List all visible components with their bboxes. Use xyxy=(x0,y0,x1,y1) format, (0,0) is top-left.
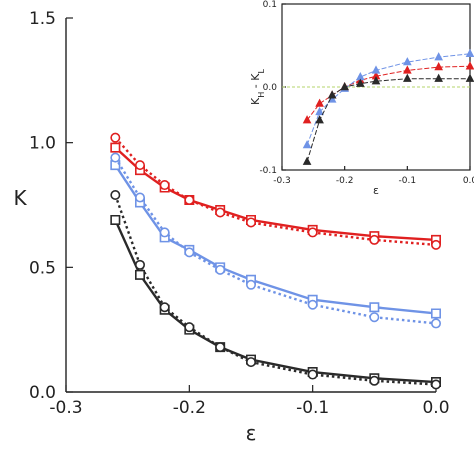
main-x-tick-label: 0.0 xyxy=(422,398,449,418)
inset-series-0-point xyxy=(434,62,443,71)
main-series-5-point xyxy=(307,369,318,380)
main-series-1-point xyxy=(135,160,146,171)
main-y-tick-label: 1.5 xyxy=(29,9,56,29)
main-series-1-point xyxy=(307,227,318,238)
main-series-3-point xyxy=(159,227,170,238)
main-x-tick-label: -0.3 xyxy=(49,398,82,418)
inset-series-0-point xyxy=(403,65,412,74)
inset-y-tick-label: -0.1 xyxy=(259,166,277,176)
main-series-1-point xyxy=(110,132,121,143)
main-series-4-line xyxy=(114,219,437,384)
main-series-1-point xyxy=(215,207,226,218)
inset-series-2-point xyxy=(327,90,337,99)
main-series-3-point xyxy=(184,247,195,258)
main-y-tick-label: 0.0 xyxy=(29,383,56,403)
main-series-5-point xyxy=(159,302,170,313)
main-series-1-point xyxy=(369,234,380,245)
main-series-5-point xyxy=(430,379,441,390)
main-series-3-line xyxy=(114,156,437,325)
inset-x-tick-label: -0.2 xyxy=(336,176,354,186)
main-series-5-line xyxy=(114,194,437,386)
main-series-3-point xyxy=(369,312,380,323)
main-series-5-point xyxy=(184,322,195,333)
inset-frame xyxy=(281,3,471,171)
inset-series-2-point xyxy=(340,81,349,91)
inset-series-1-point xyxy=(315,106,324,116)
inset-series-1-point xyxy=(302,140,312,149)
inset-series-2-point xyxy=(356,78,365,87)
main-series-4-point xyxy=(110,214,121,225)
main-series-0-point xyxy=(110,142,121,153)
main-series-4-point xyxy=(135,269,145,280)
inset-series-2-point xyxy=(465,73,474,82)
main-panel: -0.3 -0.2 -0.1 0.0 0.0 0.5 1.0 1.5 ε K xyxy=(13,9,449,445)
main-series-5-point xyxy=(369,375,380,386)
inset-series-1-point xyxy=(371,65,381,74)
inset-series-0-point xyxy=(315,98,324,107)
inset-x-tick-label: -0.1 xyxy=(399,176,417,186)
inset-series-1-point xyxy=(465,48,474,57)
main-x-axis-title: ε xyxy=(246,421,257,445)
main-y-tick-label: 0.5 xyxy=(29,258,56,278)
inset-series-2-point xyxy=(434,73,443,82)
main-series-1-point xyxy=(430,239,441,250)
main-series-3-point xyxy=(110,152,121,163)
inset-x-tick-label: 0.0 xyxy=(463,176,474,186)
inset-series-0-point xyxy=(302,115,312,124)
main-series-5-point xyxy=(215,342,226,353)
main-series-5-point xyxy=(246,357,257,368)
inset-series-2-point xyxy=(371,76,381,85)
inset-x-tick-label: -0.3 xyxy=(273,176,291,186)
main-series-5-point xyxy=(135,259,146,270)
inset-series-2-point xyxy=(302,156,312,165)
main-series-3-point xyxy=(246,279,257,290)
main-series-2-point xyxy=(431,308,441,319)
main-series-2-point xyxy=(369,302,380,313)
main-series-3-point xyxy=(430,318,441,329)
inset-x-axis-title: ε xyxy=(373,184,379,197)
main-series-1-point xyxy=(159,180,170,191)
main-series-5-point xyxy=(110,190,121,201)
inset-y-tick-label: 0.0 xyxy=(263,83,278,93)
inset-y-tick-label: 0.1 xyxy=(263,0,277,10)
main-series-3-point xyxy=(215,264,226,275)
main-series-1-point xyxy=(184,195,195,206)
main-series-3-point xyxy=(135,192,146,203)
main-series-1-point xyxy=(246,217,257,228)
inset-series-2-point xyxy=(315,115,324,124)
inset-series-1-point xyxy=(403,57,412,66)
inset-series-1-point xyxy=(434,52,443,61)
main-y-tick-label: 1.0 xyxy=(29,134,56,154)
main-y-axis-title: K xyxy=(13,186,27,210)
main-series-3-point xyxy=(307,299,318,310)
inset-y-axis-title: KH - KL xyxy=(249,69,266,105)
main-x-tick-label: -0.1 xyxy=(296,398,329,418)
inset-series-0-point xyxy=(465,61,474,70)
main-x-tick-label: -0.2 xyxy=(173,398,206,418)
inset-panel: -0.3 -0.2 -0.1 0.0 -0.1 0.0 0.1 ε KH - KL xyxy=(249,0,474,197)
inset-series-2-point xyxy=(403,73,412,82)
